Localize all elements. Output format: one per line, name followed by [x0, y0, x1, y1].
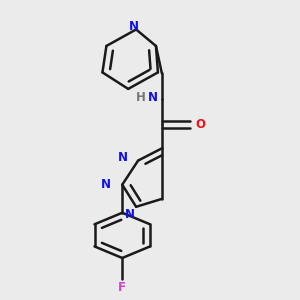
Text: N: N: [125, 208, 135, 220]
Text: N: N: [100, 178, 111, 191]
Text: N: N: [118, 151, 128, 164]
Text: F: F: [118, 281, 126, 294]
Text: O: O: [196, 118, 206, 131]
Text: N: N: [129, 20, 139, 33]
Text: N: N: [148, 91, 158, 104]
Text: H: H: [136, 91, 146, 104]
